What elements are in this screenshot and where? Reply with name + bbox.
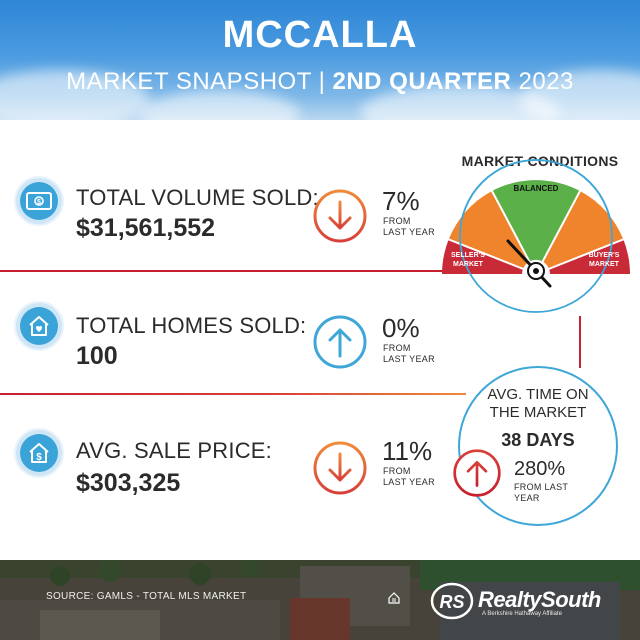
change-percent: 0%: [382, 313, 420, 343]
stat-value: $303,325: [76, 469, 181, 497]
page-title: MCCALLA: [222, 14, 418, 56]
from-line-1: FROM: [383, 466, 411, 476]
home-heart-icon: [14, 301, 64, 351]
from-line-1: FROM: [383, 216, 411, 226]
days-on-market-from: FROM LAST YEAR: [514, 482, 568, 504]
dom-title-line-1: AVG. TIME ON: [487, 386, 589, 403]
days-on-market-title: AVG. TIME ON THE MARKET: [470, 386, 606, 422]
days-on-market-value: 38 DAYS: [501, 430, 575, 450]
stat-value: $31,561,552: [76, 214, 216, 242]
realtysouth-logo-icon: RS: [430, 582, 474, 620]
gauge-label-buyers-1: BUYER'S: [589, 252, 620, 259]
gauge-sector-sellers: [442, 239, 523, 274]
gauge-label-sellers-2: MARKET: [453, 261, 484, 268]
divider: [0, 270, 450, 272]
from-line-2: LAST YEAR: [383, 227, 435, 237]
stat-label: TOTAL HOMES SOLD:: [76, 313, 307, 338]
footer-overlay: [0, 560, 640, 640]
divider: [0, 393, 466, 395]
subtitle-quarter: 2ND QUARTER: [332, 68, 512, 95]
brand-tagline: A Berkshire Hathaway Affiliate: [482, 611, 562, 617]
up-arrow-icon: [453, 449, 501, 497]
stat-label: TOTAL VOLUME SOLD:: [76, 185, 319, 210]
from-line-2: LAST YEAR: [383, 477, 435, 487]
dom-title-line-2: THE MARKET: [489, 404, 587, 421]
change-percent: 11%: [382, 436, 433, 466]
from-line-1: FROM: [383, 343, 411, 353]
stat-value: 100: [76, 342, 118, 370]
change-percent: 7%: [382, 186, 420, 216]
gauge-title: MARKET CONDITIONS: [461, 153, 619, 169]
subtitle-year: 2023: [511, 68, 574, 95]
gauge-sector-buyers: [549, 239, 630, 274]
gauge-label-sellers-1: SELLER'S: [451, 252, 485, 259]
header-banner: MCCALLA MARKET SNAPSHOT | 2ND QUARTER 20…: [0, 0, 640, 120]
money-icon-inner: $: [20, 182, 58, 220]
page-subtitle: MARKET SNAPSHOT | 2ND QUARTER 2023: [0, 68, 640, 96]
footer-city-photo: [0, 560, 640, 640]
equal-housing-icon: [388, 592, 400, 604]
home-dollar-icon: $: [14, 428, 64, 478]
money-icon: $: [14, 176, 64, 226]
change-from-label: FROM LAST YEAR: [383, 466, 435, 488]
gauge-label-buyers-2: MARKET: [589, 261, 620, 268]
dom-from-line-1: FROM LAST: [514, 482, 569, 492]
days-on-market-change: 280%: [514, 458, 566, 480]
market-gauge: BALANCED SELLER'S MARKET BUYER'S MARKET: [436, 159, 636, 316]
days-on-market-circle: [458, 366, 618, 526]
brand-name: RealtySouth: [478, 587, 601, 612]
connector-line: [579, 310, 581, 368]
home-dollar-icon-inner: $: [20, 434, 58, 472]
gauge-label-balanced: BALANCED: [514, 184, 559, 193]
change-from-label: FROM LAST YEAR: [383, 216, 435, 238]
svg-text:$: $: [37, 199, 41, 206]
cloud: [0, 70, 150, 120]
change-from-label: FROM LAST YEAR: [383, 343, 435, 365]
gauge-sector-buyers-lean: [542, 191, 624, 269]
subtitle-prefix: MARKET SNAPSHOT |: [66, 68, 333, 95]
from-line-2: LAST YEAR: [383, 354, 435, 364]
gauge-sector-sellers-lean: [448, 191, 530, 269]
logo-letters: RS: [439, 592, 464, 612]
home-heart-icon-inner: [20, 307, 58, 345]
stat-label: AVG. SALE PRICE:: [76, 438, 272, 463]
source-note: SOURCE: GAMLS - TOTAL MLS MARKET: [46, 591, 247, 602]
down-arrow-icon: [313, 441, 367, 495]
footer: SOURCE: GAMLS - TOTAL MLS MARKET: [0, 560, 640, 640]
up-arrow-icon: [313, 315, 367, 369]
svg-text:$: $: [36, 452, 42, 463]
down-arrow-icon: [313, 189, 367, 243]
gauge-sector-balanced: [492, 180, 580, 262]
dom-from-line-2: YEAR: [514, 493, 540, 503]
gauge-needle: [506, 239, 552, 288]
